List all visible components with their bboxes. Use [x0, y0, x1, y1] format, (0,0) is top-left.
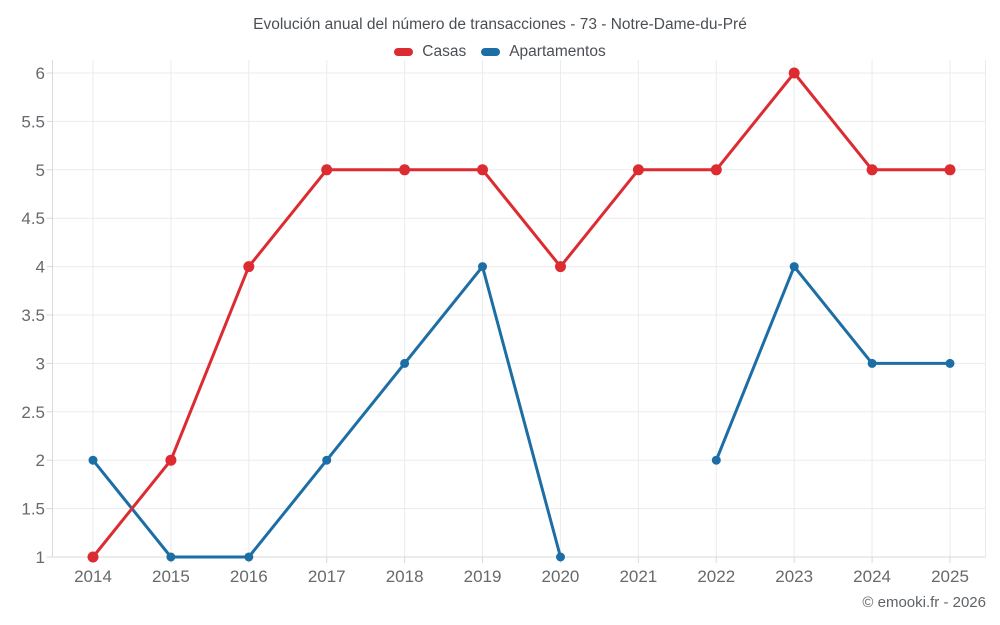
legend-swatch-apartamentos	[481, 48, 501, 56]
copyright-label: © emooki.fr - 2026	[862, 594, 986, 611]
point-casas-2020[interactable]	[555, 261, 566, 273]
x-tick-label: 2016	[230, 567, 268, 586]
x-axis-labels: 2014 2015 2016 2017 2018 2019 2020 2021 2022 2023…	[74, 567, 969, 586]
y-axis-labels: 1 1.5 2 2.5 3 3.5 4 4.5 5 5.5 6	[21, 64, 45, 567]
series-apartamentos	[88, 262, 955, 562]
x-tick-label: 2024	[853, 567, 891, 586]
point-casas-2025[interactable]	[944, 164, 956, 176]
casas-line	[91, 71, 952, 559]
y-tick-label: 4	[36, 258, 45, 277]
point-apartamentos-2014[interactable]	[88, 455, 98, 465]
y-tick-label: 3	[36, 354, 45, 373]
legend-item-apartamentos[interactable]: Apartamentos	[481, 43, 606, 61]
y-tick-label: 6	[36, 64, 45, 83]
point-casas-2014[interactable]	[87, 551, 99, 563]
point-apartamentos-2023[interactable]	[789, 262, 799, 272]
y-tick-label: 3.5	[21, 306, 45, 325]
legend-label-casas: Casas	[422, 43, 467, 60]
x-tick-label: 2023	[775, 567, 813, 586]
x-tick-label: 2020	[542, 567, 580, 586]
y-tick-label: 1	[36, 548, 45, 567]
legend-label-apartamentos: Apartamentos	[509, 43, 606, 60]
point-apartamentos-2025[interactable]	[945, 358, 955, 368]
y-tick-label: 1.5	[21, 500, 45, 519]
point-casas-2022[interactable]	[710, 164, 722, 176]
y-tick-label: 4.5	[21, 209, 45, 228]
x-tick-label: 2022	[697, 567, 735, 586]
x-tick-label: 2014	[74, 567, 112, 586]
point-apartamentos-2024[interactable]	[867, 358, 877, 368]
chart-title: Evolución anual del número de transaccio…	[253, 16, 747, 33]
point-apartamentos-2019[interactable]	[478, 262, 487, 272]
x-gridlines	[92, 60, 986, 563]
point-apartamentos-2016[interactable]	[244, 552, 254, 562]
point-apartamentos-2022[interactable]	[711, 455, 721, 465]
point-casas-2021[interactable]	[632, 164, 644, 176]
point-apartamentos-2015[interactable]	[166, 552, 176, 562]
point-casas-2024[interactable]	[866, 164, 878, 176]
y-tick-label: 5	[36, 161, 45, 180]
point-apartamentos-2020[interactable]	[556, 552, 565, 562]
point-apartamentos-2018[interactable]	[400, 358, 410, 368]
x-tick-label: 2019	[464, 567, 502, 586]
point-casas-2019[interactable]	[477, 164, 488, 176]
apartamentos-line	[714, 265, 952, 462]
chart-legend: Casas Apartamentos	[0, 42, 1000, 62]
legend-item-casas[interactable]: Casas	[394, 43, 466, 61]
x-tick-label: 2015	[152, 567, 190, 586]
point-casas-2016[interactable]	[243, 261, 255, 273]
x-tick-label: 2017	[308, 567, 346, 586]
point-casas-2017[interactable]	[321, 164, 333, 176]
point-apartamentos-2017[interactable]	[322, 455, 332, 465]
x-tick-label: 2025	[931, 567, 969, 586]
legend-swatch-casas	[394, 48, 414, 56]
y-gridlines	[46, 72, 986, 558]
point-casas-2018[interactable]	[399, 164, 411, 176]
y-tick-label: 5.5	[21, 112, 45, 131]
series-casas	[87, 67, 956, 563]
x-tick-label: 2018	[386, 567, 424, 586]
point-casas-2015[interactable]	[165, 454, 177, 466]
y-tick-label: 2	[36, 451, 45, 470]
point-casas-2023[interactable]	[788, 67, 800, 79]
x-tick-label: 2021	[619, 567, 657, 586]
y-tick-label: 2.5	[21, 403, 45, 422]
